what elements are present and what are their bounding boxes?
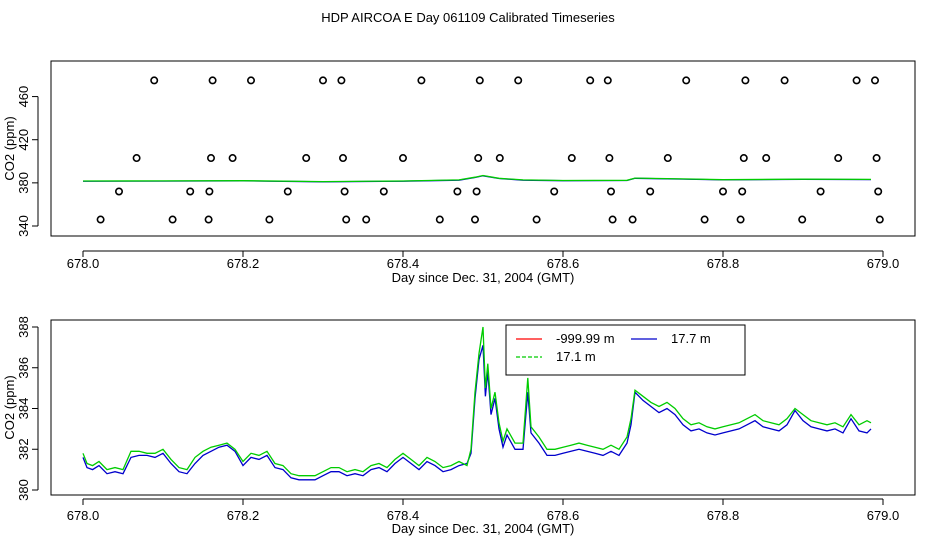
data-point	[875, 215, 884, 224]
x-tick-label: 679.0	[867, 508, 900, 523]
data-point	[337, 76, 346, 85]
x-tick-label: 678.8	[707, 256, 740, 271]
data-point	[150, 76, 159, 85]
data-point	[472, 187, 481, 196]
data-point	[872, 154, 881, 163]
legend-label: -999.99 m	[556, 331, 615, 346]
chart-title: HDP AIRCOA E Day 061109 Calibrated Times…	[321, 10, 615, 25]
data-point	[495, 154, 504, 163]
data-point	[700, 215, 709, 224]
y-tick-label: 384	[16, 398, 31, 420]
y-tick-label: 340	[16, 215, 31, 237]
data-point	[798, 215, 807, 224]
data-point	[741, 76, 750, 85]
y-tick-label: 420	[16, 129, 31, 151]
data-point	[834, 154, 843, 163]
x-tick-label: 678.4	[387, 256, 420, 271]
y-tick-label: 388	[16, 316, 31, 338]
series-line-17-1-m	[82, 174, 872, 183]
data-point	[816, 187, 825, 196]
y-tick-label: 382	[16, 438, 31, 460]
data-point	[283, 187, 292, 196]
data-point	[132, 154, 141, 163]
x-tick-label: 678.2	[227, 256, 260, 271]
data-point	[342, 215, 351, 224]
data-point	[379, 187, 388, 196]
x-tick-label: 678.0	[67, 508, 100, 523]
data-point	[205, 187, 214, 196]
x-tick-label: 678.8	[707, 508, 740, 523]
data-point	[739, 154, 748, 163]
y-tick-label: 460	[16, 86, 31, 108]
y-tick-label: 386	[16, 357, 31, 379]
data-point	[586, 76, 595, 85]
y-tick-label: 380	[16, 479, 31, 501]
data-point	[736, 215, 745, 224]
data-point	[265, 215, 274, 224]
data-point	[718, 187, 727, 196]
data-point	[874, 187, 883, 196]
data-point	[435, 215, 444, 224]
data-point	[474, 154, 483, 163]
top-panel-scatter: 678.0 678.2 678.4 678.6 678.8 679.0 Day since …	[2, 60, 916, 285]
data-point	[228, 154, 237, 163]
data-point	[417, 76, 426, 85]
data-point	[567, 154, 576, 163]
x-tick-label: 678.6	[547, 508, 580, 523]
data-point	[186, 187, 195, 196]
data-point	[550, 187, 559, 196]
bottom-panel-line: 678.0 678.2 678.4 678.6 678.8 679.0 Day since …	[2, 316, 916, 536]
data-point	[475, 76, 484, 85]
data-point	[606, 187, 615, 196]
data-point	[318, 76, 327, 85]
data-point	[738, 187, 747, 196]
x-axis-title: Day since Dec. 31, 2004 (GMT)	[392, 270, 575, 285]
data-point	[628, 215, 637, 224]
data-point	[870, 76, 879, 85]
legend-label: 17.1 m	[556, 349, 596, 364]
data-point	[514, 76, 523, 85]
x-axis-title: Day since Dec. 31, 2004 (GMT)	[392, 521, 575, 536]
x-tick-label: 678.4	[387, 508, 420, 523]
data-point	[453, 187, 462, 196]
y-tick-label: 380	[16, 172, 31, 194]
data-point	[247, 76, 256, 85]
data-point	[302, 154, 311, 163]
data-point	[603, 76, 612, 85]
data-point	[362, 215, 371, 224]
plot-frame	[50, 319, 916, 496]
data-point	[780, 76, 789, 85]
series-line-17-7-m	[82, 345, 872, 481]
data-point	[115, 187, 124, 196]
data-point	[168, 215, 177, 224]
data-point	[852, 76, 861, 85]
legend-box	[505, 324, 746, 376]
data-point	[605, 154, 614, 163]
data-point	[398, 154, 407, 163]
plot-frame	[50, 60, 916, 237]
data-point	[208, 76, 217, 85]
data-point	[204, 215, 213, 224]
data-point	[646, 187, 655, 196]
data-point	[96, 215, 105, 224]
x-tick-label: 679.0	[867, 256, 900, 271]
data-point	[532, 215, 541, 224]
data-point	[663, 154, 672, 163]
data-point	[762, 154, 771, 163]
data-point	[207, 154, 216, 163]
legend-label: 17.7 m	[671, 331, 711, 346]
data-point	[340, 187, 349, 196]
data-point	[338, 154, 347, 163]
series-line-17-1-m	[82, 326, 872, 477]
x-tick-label: 678.6	[547, 256, 580, 271]
x-tick-label: 678.2	[227, 508, 260, 523]
y-axis-title: CO2 (ppm)	[2, 375, 17, 439]
data-point	[608, 215, 617, 224]
y-axis-title: CO2 (ppm)	[2, 116, 17, 180]
data-point	[470, 215, 479, 224]
x-tick-label: 678.0	[67, 256, 100, 271]
data-point	[682, 76, 691, 85]
